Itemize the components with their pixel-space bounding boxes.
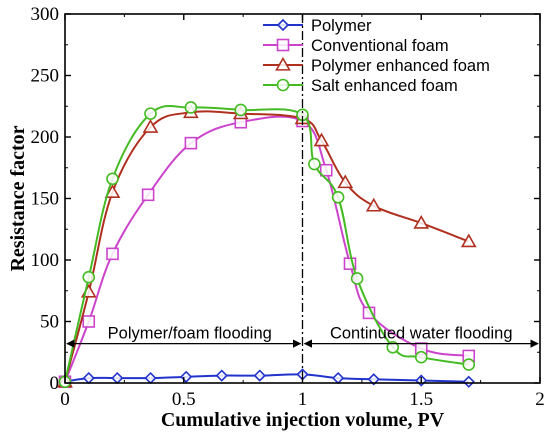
data-point — [215, 369, 228, 382]
legend-label: Conventional foam — [311, 37, 449, 55]
data-point — [82, 270, 96, 284]
x-tick-label: 1 — [298, 389, 308, 410]
data-point — [141, 188, 155, 202]
legend-swatch-marker — [275, 56, 291, 71]
data-point — [414, 350, 428, 364]
y-tick-label: 300 — [31, 4, 60, 25]
data-point — [365, 197, 382, 212]
data-point — [308, 157, 321, 171]
data-point — [184, 136, 198, 150]
y-tick-label: 200 — [31, 127, 60, 148]
data-point — [234, 103, 248, 117]
legend-entry: Conventional foam — [263, 37, 449, 55]
x-tick-label: 0.5 — [172, 389, 196, 410]
data-point — [144, 107, 157, 120]
x-axis-title: Cumulative injection volume, PV — [161, 409, 445, 431]
y-tick-label: 150 — [31, 189, 60, 210]
data-point — [462, 375, 475, 388]
data-point — [331, 371, 345, 385]
legend-swatch-marker — [276, 18, 290, 32]
data-point — [462, 358, 476, 371]
x-tick-label: 0 — [60, 389, 70, 410]
y-axis-title: Resistance factor — [7, 125, 29, 271]
legend-label: Salt enhanced foam — [311, 77, 458, 95]
data-point — [319, 163, 333, 177]
data-point — [460, 233, 477, 248]
data-point — [350, 272, 364, 285]
data-point — [331, 190, 345, 204]
legend-swatch-marker — [276, 78, 290, 92]
x-tick-label: 2 — [535, 389, 545, 410]
y-tick-label: 0 — [50, 373, 60, 394]
data-point — [179, 370, 193, 383]
left-region-label: Polymer/foam flooding — [108, 325, 272, 343]
legend-label: Polymer enhanced foam — [311, 57, 490, 75]
data-point — [184, 101, 198, 114]
data-point — [82, 315, 96, 328]
data-point — [106, 172, 119, 186]
y-tick-label: 50 — [40, 312, 59, 333]
x-tick-label: 1.5 — [409, 389, 433, 410]
series-line — [64, 373, 469, 383]
y-tick-label: 250 — [31, 66, 60, 87]
annotations: Polymer/foam flooding Continued water flo… — [66, 14, 539, 383]
legend-entry: Salt enhanced foam — [263, 77, 458, 95]
legend: Polymer Conventional foam Polymer enhanced… — [263, 17, 490, 95]
data-point — [144, 371, 157, 385]
legend-entry: Polymer — [263, 17, 372, 35]
right-region-label: Continued water flooding — [330, 325, 513, 343]
series-layer — [57, 101, 477, 389]
data-point — [142, 119, 159, 133]
data-point — [82, 371, 95, 385]
legend-entry: Polymer enhanced foam — [263, 56, 490, 75]
series-0 — [58, 368, 475, 388]
y-tick-label: 100 — [31, 250, 60, 271]
legend-label: Polymer — [311, 17, 372, 35]
data-point — [343, 257, 357, 270]
legend-swatch-marker — [276, 38, 290, 52]
axes: 0 50 100 150 200 250 300 0 0.5 1 1.5 2 Cumulative in… — [7, 4, 545, 431]
data-point — [413, 214, 430, 229]
data-point — [313, 132, 330, 147]
data-point — [337, 174, 354, 189]
data-point — [253, 369, 266, 382]
data-point — [111, 371, 124, 385]
data-point — [106, 247, 119, 261]
data-point — [367, 373, 380, 386]
